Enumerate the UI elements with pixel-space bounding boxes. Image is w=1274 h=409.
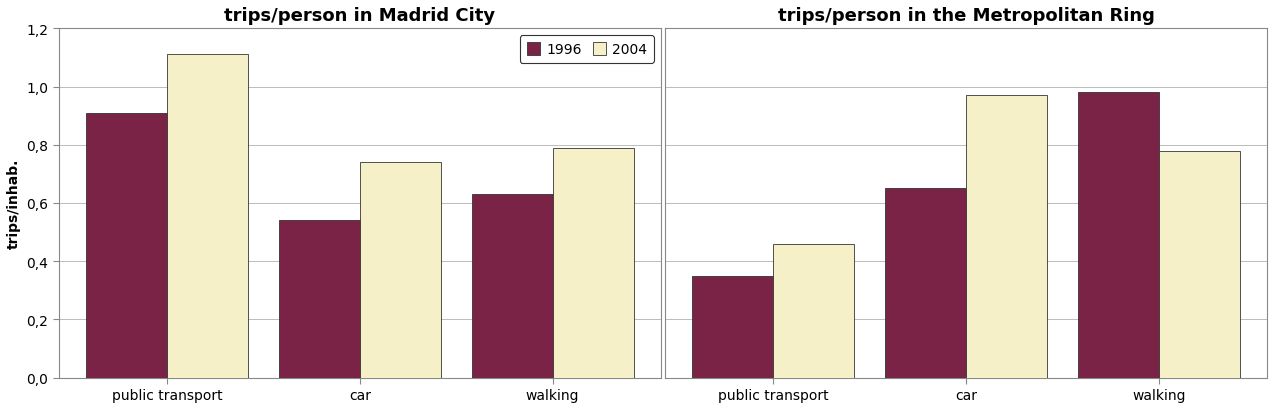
Bar xyxy=(553,148,633,378)
Bar xyxy=(361,163,441,378)
Bar xyxy=(693,276,773,378)
Bar xyxy=(167,55,248,378)
Title: trips/person in the Metropolitan Ring: trips/person in the Metropolitan Ring xyxy=(777,7,1154,25)
Legend: 1996, 2004: 1996, 2004 xyxy=(520,36,654,64)
Bar xyxy=(1078,93,1159,378)
Bar xyxy=(471,195,553,378)
Y-axis label: trips/inhab.: trips/inhab. xyxy=(6,158,20,249)
Bar xyxy=(87,113,167,378)
Bar xyxy=(885,189,966,378)
Title: trips/person in Madrid City: trips/person in Madrid City xyxy=(224,7,496,25)
Bar xyxy=(773,244,855,378)
Bar xyxy=(279,221,361,378)
Bar xyxy=(966,96,1047,378)
Bar xyxy=(1159,151,1240,378)
